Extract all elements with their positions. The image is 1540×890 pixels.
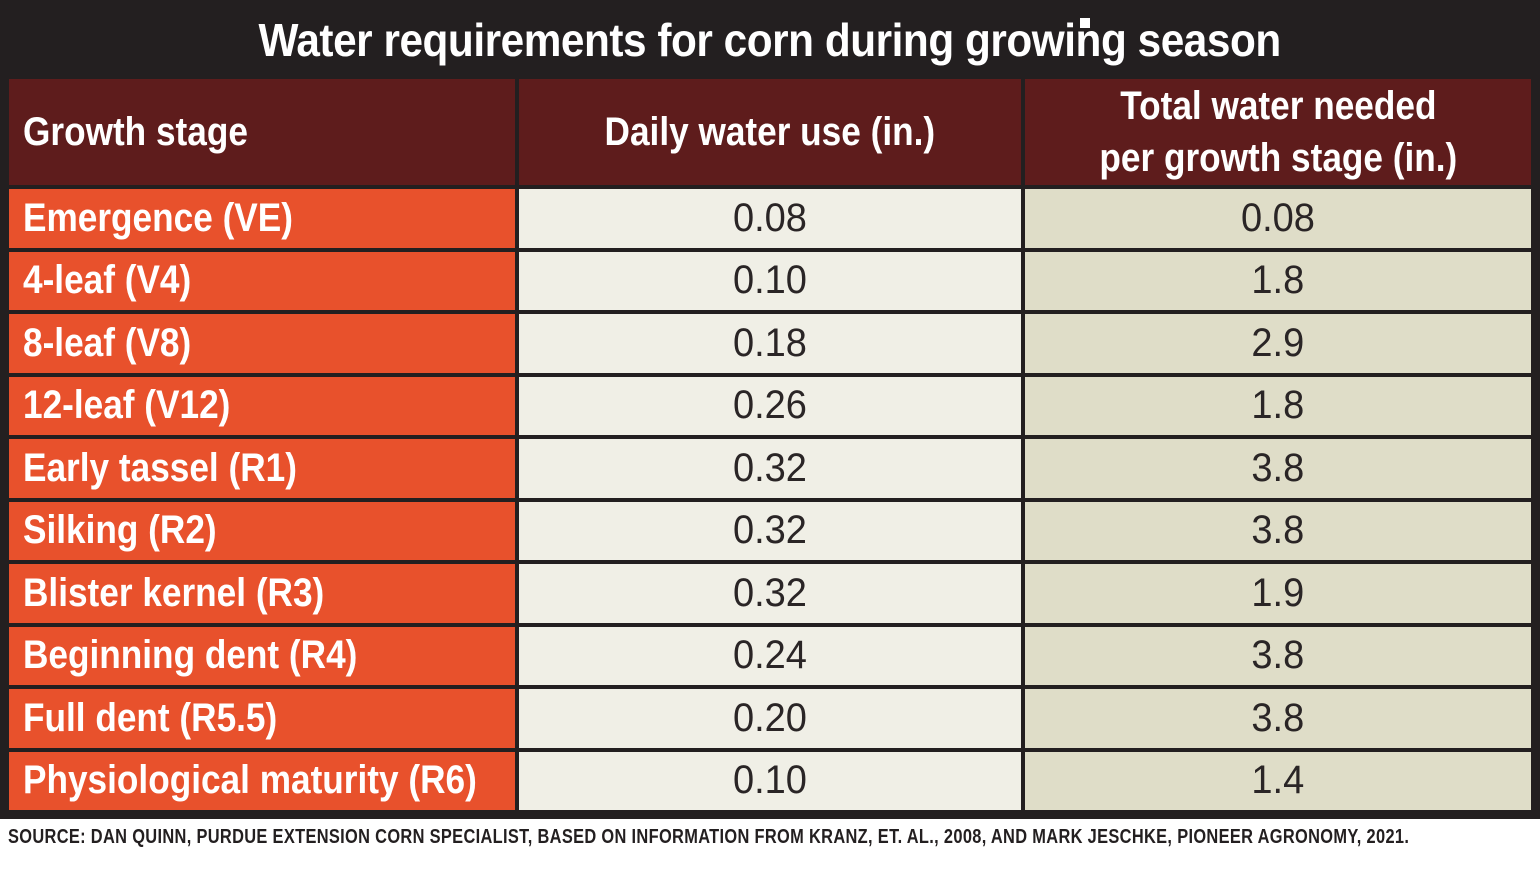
total-value-cell: 3.8 [1021,622,1535,689]
col-header-growth-stage: Growth stage [5,75,519,189]
table-row: Early tassel (R1) 0.32 3.8 [5,435,1535,502]
daily-value-cell: 0.32 [514,497,1026,564]
col-header-total-water-needed: Total water needed per growth stage (in.… [1021,75,1535,189]
source-attribution: SOURCE: DAN QUINN, PURDUE EXTENSION CORN… [8,826,1410,848]
total-value-cell: 1.4 [1021,747,1535,814]
table-row: 8-leaf (V8) 0.18 2.9 [5,310,1535,377]
daily-value-cell: 0.24 [514,622,1026,689]
title-bar: Water requirements for corn during growi… [5,5,1535,75]
daily-value-cell: 0.20 [514,685,1026,752]
stage-cell: 12-leaf (V12) [5,372,519,439]
table-row: Silking (R2) 0.32 3.8 [5,497,1535,564]
header-row: Growth stage Daily water use (in.) Total… [5,75,1535,189]
daily-value-cell: 0.10 [514,247,1026,314]
total-value-cell: 3.8 [1021,497,1535,564]
total-value-cell: 1.8 [1021,372,1535,439]
table-row: Emergence (VE) 0.08 0.08 [5,185,1535,252]
stage-cell: Full dent (R5.5) [5,685,519,752]
daily-value-cell: 0.26 [514,372,1026,439]
table-row: Physiological maturity (R6) 0.10 1.4 [5,747,1535,814]
stage-cell: Emergence (VE) [5,185,519,252]
stage-cell: 4-leaf (V4) [5,247,519,314]
table-row: Beginning dent (R4) 0.24 3.8 [5,622,1535,689]
stage-cell: Physiological maturity (R6) [5,747,519,814]
total-value-cell: 1.8 [1021,247,1535,314]
daily-value-cell: 0.32 [514,435,1026,502]
daily-value-cell: 0.32 [514,560,1026,627]
daily-value-cell: 0.08 [514,185,1026,252]
table-row: 12-leaf (V12) 0.26 1.8 [5,372,1535,439]
stage-cell: 8-leaf (V8) [5,310,519,377]
total-value-cell: 1.9 [1021,560,1535,627]
table-row: Blister kernel (R3) 0.32 1.9 [5,560,1535,627]
total-value-cell: 0.08 [1021,185,1535,252]
total-value-cell: 3.8 [1021,435,1535,502]
table-row: 4-leaf (V4) 0.10 1.8 [5,247,1535,314]
daily-value-cell: 0.10 [514,747,1026,814]
col-header-daily-water-use: Daily water use (in.) [514,75,1026,189]
chart-title: Water requirements for corn during growi… [258,14,1282,66]
stage-cell: Beginning dent (R4) [5,622,519,689]
stage-cell: Early tassel (R1) [5,435,519,502]
stage-cell: Silking (R2) [5,497,519,564]
stage-cell: Blister kernel (R3) [5,560,519,627]
water-requirements-table: Growth stage Daily water use (in.) Total… [5,75,1535,814]
total-value-cell: 2.9 [1021,310,1535,377]
daily-value-cell: 0.18 [514,310,1026,377]
white-square-artifact [1080,18,1090,28]
table-row: Full dent (R5.5) 0.20 3.8 [5,685,1535,752]
table-frame: Water requirements for corn during growi… [0,0,1540,819]
total-value-cell: 3.8 [1021,685,1535,752]
